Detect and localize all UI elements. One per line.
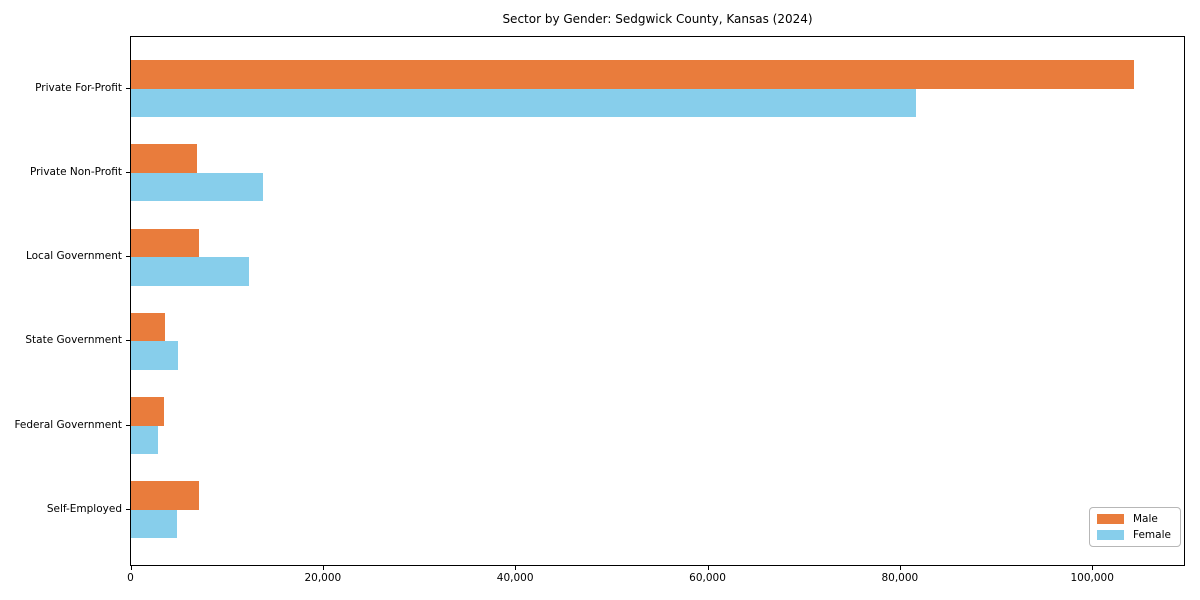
- x-tick-mark: [515, 566, 517, 570]
- y-tick-mark: [126, 87, 130, 89]
- legend-label: Female: [1133, 529, 1171, 541]
- legend-swatch-male: [1097, 514, 1124, 524]
- bar-male-federal-government: [131, 397, 164, 426]
- x-tick-label: 40,000: [496, 572, 534, 584]
- chart-title: Sector by Gender: Sedgwick County, Kansa…: [502, 12, 813, 26]
- x-tick-label: 60,000: [689, 572, 726, 584]
- legend-item-female: Female: [1097, 529, 1171, 541]
- y-tick-mark: [126, 171, 130, 173]
- x-tick-mark: [899, 566, 901, 570]
- legend-item-male: Male: [1097, 513, 1171, 525]
- x-tick-label: 20,000: [304, 572, 342, 584]
- y-axis-label: Private For-Profit: [35, 81, 122, 94]
- bar-male-local-government: [131, 228, 200, 257]
- y-axis-label: Local Government: [25, 250, 122, 262]
- y-tick-mark: [126, 256, 130, 257]
- bar-female-local-government: [131, 257, 250, 286]
- legend: Male Female: [1089, 507, 1181, 547]
- legend-label: Male: [1133, 513, 1158, 525]
- bar-female-federal-government: [131, 425, 158, 454]
- bar-male-private-non-profit: [131, 144, 198, 173]
- bar-male-self-employed: [131, 481, 200, 510]
- x-tick-mark: [322, 566, 324, 570]
- bar-male-private-for-profit: [131, 60, 1135, 89]
- y-tick-mark: [126, 424, 130, 426]
- y-tick-mark: [126, 340, 130, 342]
- y-tick-mark: [126, 508, 130, 510]
- bar-female-private-non-profit: [131, 172, 263, 202]
- x-tick-label: 0: [127, 572, 134, 584]
- y-axis-label: Self-Employed: [46, 502, 122, 515]
- x-tick-label: 80,000: [881, 572, 919, 584]
- y-axis-label: State Government: [25, 334, 122, 347]
- y-axis-label: Federal Government: [14, 418, 122, 431]
- x-tick-mark: [130, 566, 132, 570]
- plot-area: [130, 36, 1185, 566]
- bar-female-private-for-profit: [131, 88, 916, 117]
- x-tick-label: 100,000: [1070, 572, 1114, 584]
- legend-swatch-female: [1097, 530, 1124, 540]
- x-tick-mark: [1092, 566, 1094, 570]
- y-axis-label: Private Non-Profit: [29, 165, 122, 178]
- bar-female-state-government: [131, 341, 179, 370]
- x-tick-mark: [707, 566, 709, 570]
- bar-female-self-employed: [131, 509, 178, 539]
- bar-male-state-government: [131, 312, 165, 342]
